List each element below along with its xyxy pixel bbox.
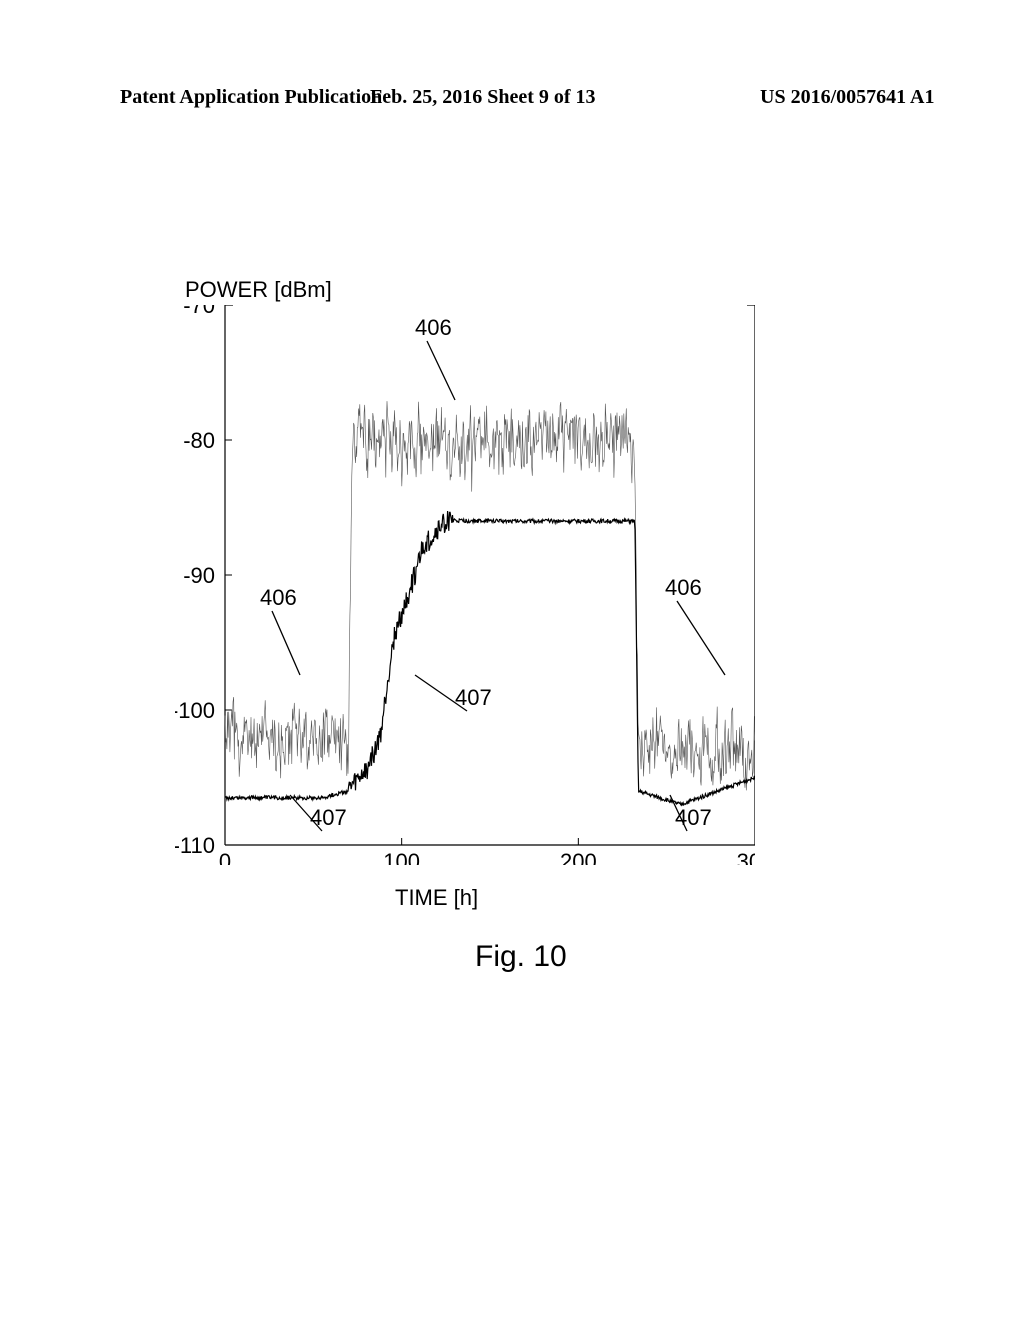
x-tick-label: 100 (383, 849, 420, 865)
callout-407: 407 (455, 685, 492, 710)
x-tick-label: 0 (219, 849, 231, 865)
callout-406: 406 (260, 585, 297, 610)
y-tick-label: -100 (175, 698, 215, 723)
power-time-chart: POWER [dBm] 0100200300-110-100-90-80-704… (175, 305, 755, 905)
chart-svg: 0 100 200 300 -110 -100 -90 -80 -70 406 406 406 407 4… (175, 305, 755, 865)
callout-407: 407 (310, 805, 347, 830)
y-tick-label: -90 (183, 563, 215, 588)
figure-caption: Fig. 10 (475, 940, 567, 974)
callout-407: 407 (675, 805, 712, 830)
header-right: US 2016/0057641 A1 (760, 86, 934, 109)
callout-406: 406 (415, 315, 452, 340)
series-407 (225, 511, 755, 805)
y-tick-label: -80 (183, 428, 215, 453)
header-left: Patent Application Publication (120, 86, 382, 109)
x-tick-label: 300 (737, 849, 755, 865)
x-tick-label: 200 (560, 849, 597, 865)
x-axis-label: TIME [h] (395, 885, 478, 911)
y-axis-label: POWER [dBm] (185, 277, 332, 303)
callout-406: 406 (665, 575, 702, 600)
y-tick-label: -110 (175, 833, 215, 858)
header-center: Feb. 25, 2016 Sheet 9 of 13 (370, 86, 596, 109)
y-tick-label: -70 (183, 305, 215, 318)
